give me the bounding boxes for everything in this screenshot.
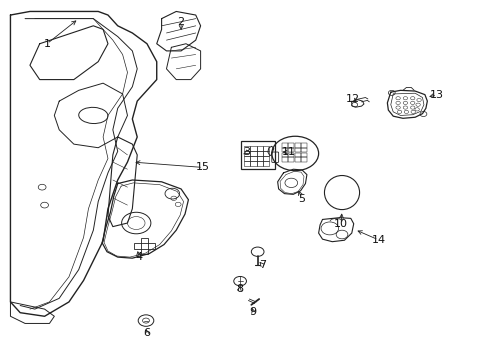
Text: 5: 5 bbox=[298, 194, 305, 204]
Text: 1: 1 bbox=[43, 39, 50, 49]
Text: 9: 9 bbox=[249, 307, 256, 316]
Text: 3: 3 bbox=[243, 147, 249, 157]
Text: 4: 4 bbox=[135, 252, 142, 262]
Text: 6: 6 bbox=[143, 328, 150, 338]
Text: 7: 7 bbox=[259, 260, 265, 270]
Text: 11: 11 bbox=[281, 147, 295, 157]
Text: 15: 15 bbox=[196, 162, 210, 172]
Text: 10: 10 bbox=[333, 219, 347, 229]
Text: 13: 13 bbox=[429, 90, 443, 100]
Text: 2: 2 bbox=[177, 17, 184, 27]
Text: 8: 8 bbox=[236, 284, 243, 294]
Text: 14: 14 bbox=[371, 235, 385, 245]
Text: 12: 12 bbox=[345, 94, 359, 104]
